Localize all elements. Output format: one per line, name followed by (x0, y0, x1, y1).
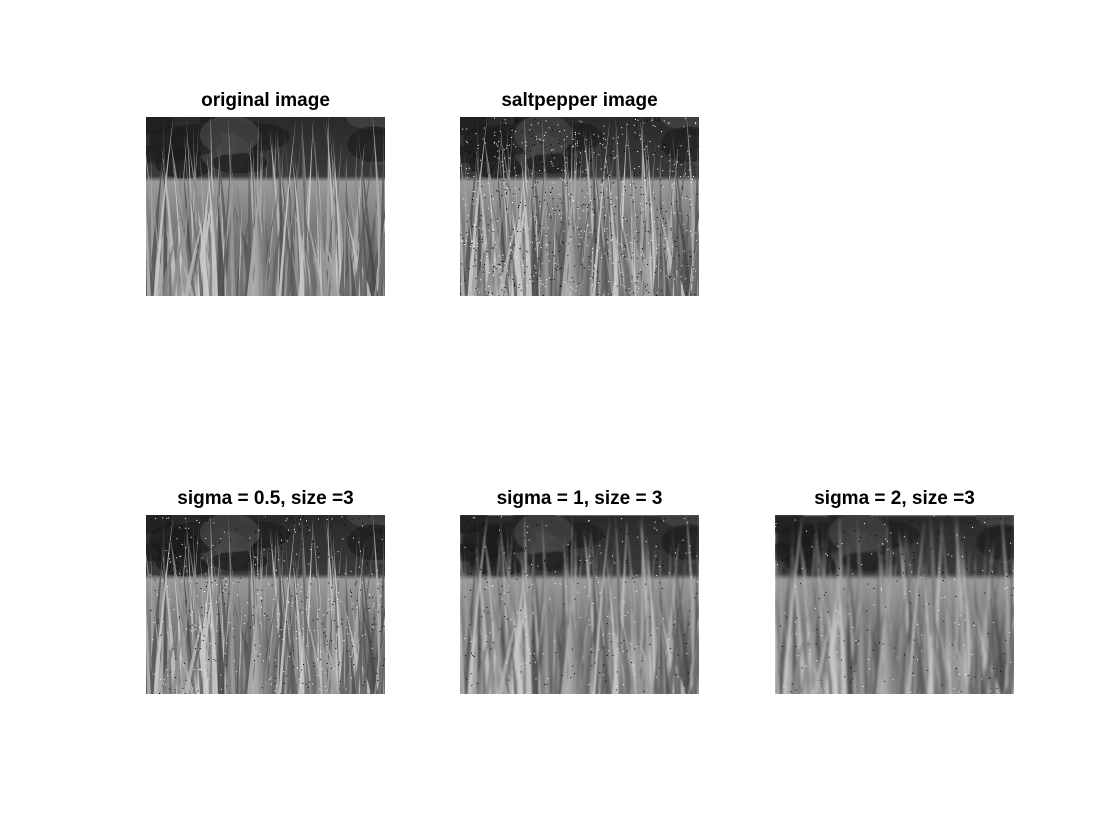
figure-panel-sigma-1: sigma = 1, size = 3 (460, 488, 699, 694)
grass-image (460, 515, 699, 694)
grass-image (460, 117, 699, 296)
grass-image (146, 515, 385, 694)
grass-image (146, 117, 385, 296)
figure-panel-original: original image (146, 90, 385, 296)
panel-title: sigma = 0.5, size =3 (177, 488, 354, 509)
grass-image (775, 515, 1014, 694)
panel-title: original image (201, 90, 330, 111)
panel-title: saltpepper image (501, 90, 658, 111)
figure-panel-sigma-0-5: sigma = 0.5, size =3 (146, 488, 385, 694)
figure-panel-sigma-2: sigma = 2, size =3 (775, 488, 1014, 694)
panel-title: sigma = 1, size = 3 (496, 488, 663, 509)
figure-panel-saltpepper: saltpepper image (460, 90, 699, 296)
panel-title: sigma = 2, size =3 (814, 488, 975, 509)
